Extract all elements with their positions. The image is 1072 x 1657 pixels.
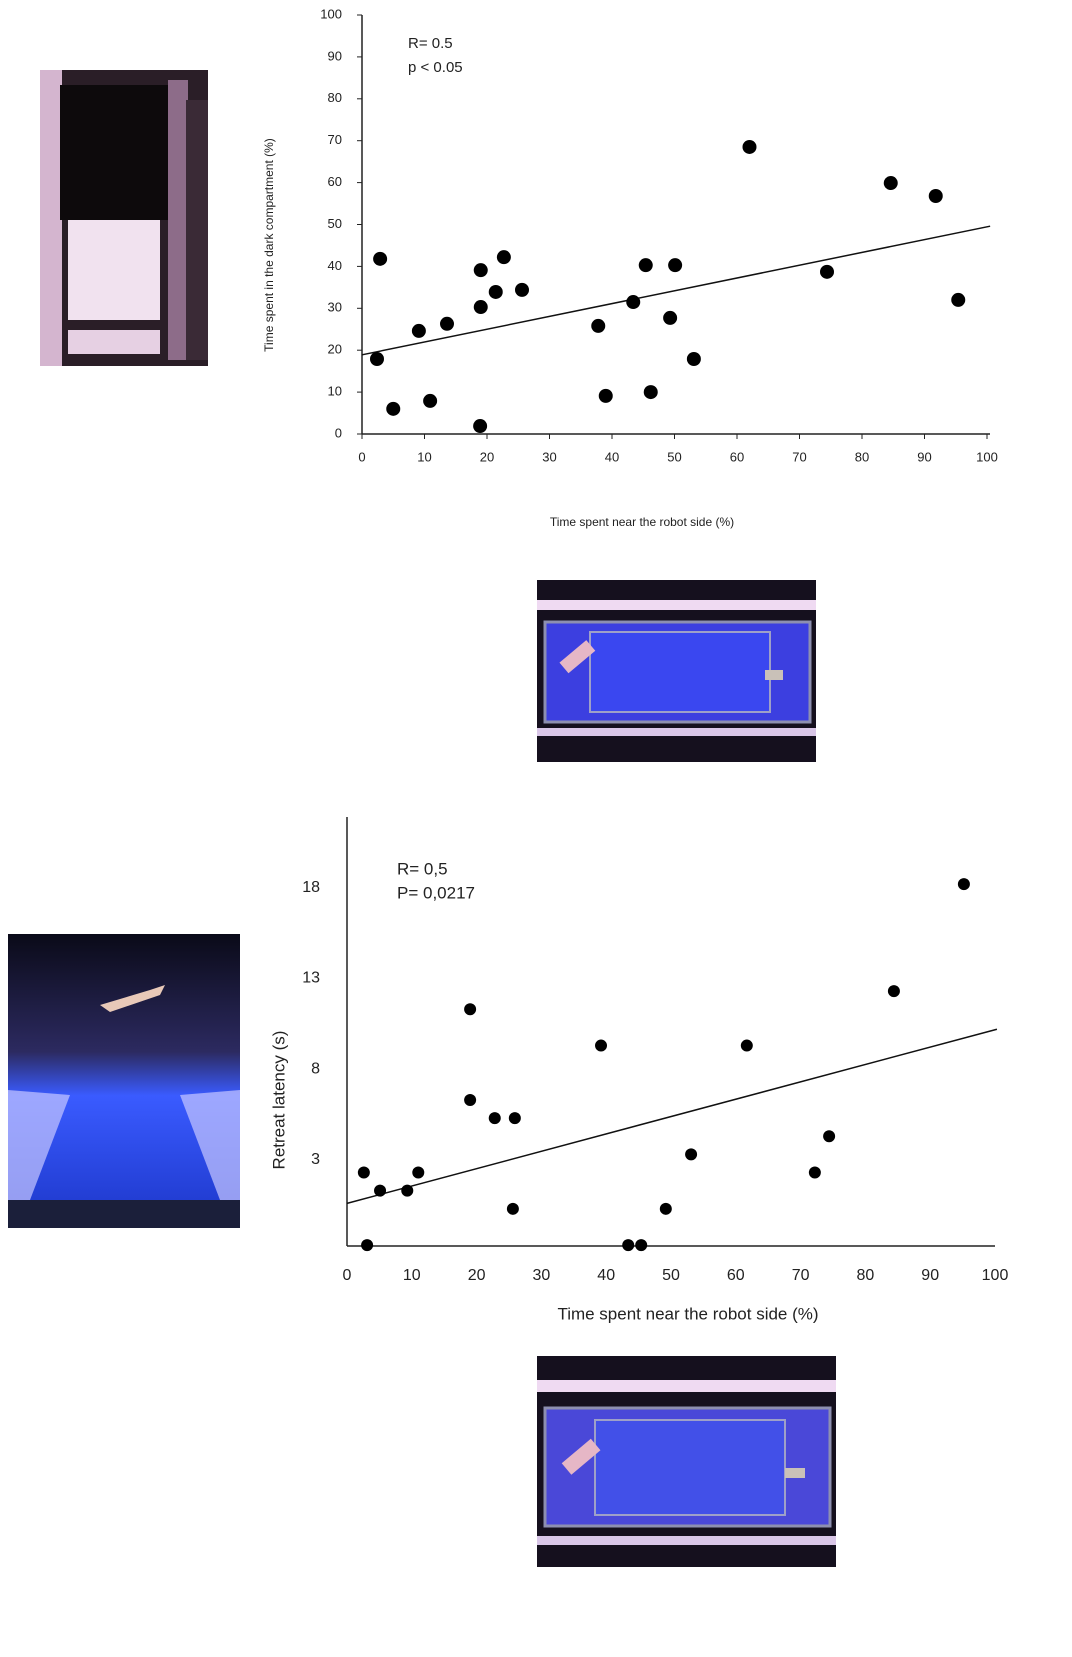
data-point [474, 300, 488, 314]
data-point [374, 1185, 386, 1197]
x-tick-label: 40 [605, 449, 619, 464]
data-point [440, 317, 454, 331]
data-point [509, 1112, 521, 1124]
data-point [358, 1167, 370, 1179]
x-tick-label: 50 [667, 449, 681, 464]
y-tick-label: 3 [311, 1151, 320, 1168]
data-point [823, 1130, 835, 1142]
data-point [668, 258, 682, 272]
data-point [595, 1040, 607, 1052]
y-tick-label: 10 [328, 384, 342, 399]
data-point [820, 265, 834, 279]
data-point [489, 285, 503, 299]
x-tick-label: 80 [857, 1267, 875, 1284]
x-tick-label: 10 [417, 449, 431, 464]
photo-top-view [537, 580, 816, 762]
y-tick-label: 60 [328, 174, 342, 189]
data-point [474, 263, 488, 277]
photo-light-dark-box [40, 70, 208, 366]
data-point [464, 1094, 476, 1106]
y-tick-label: 80 [328, 90, 342, 105]
photo-top-view [537, 1356, 836, 1567]
data-point [660, 1203, 672, 1215]
x-tick-label: 70 [792, 1267, 810, 1284]
x-tick-label: 20 [480, 449, 494, 464]
data-point [951, 293, 965, 307]
x-tick-label: 20 [468, 1267, 486, 1284]
data-point [685, 1148, 697, 1160]
data-point [473, 419, 487, 433]
data-point [809, 1167, 821, 1179]
x-tick-label: 60 [730, 449, 744, 464]
x-tick-label: 90 [917, 449, 931, 464]
data-point [373, 252, 387, 266]
y-tick-label: 18 [302, 879, 320, 896]
annotation: P= 0,0217 [397, 883, 475, 902]
y-axis-title: Time spent in the dark compartment (%) [262, 138, 276, 352]
data-point [386, 402, 400, 416]
x-tick-label: 0 [343, 1267, 352, 1284]
x-tick-label: 50 [662, 1267, 680, 1284]
y-tick-label: 0 [335, 425, 342, 440]
x-tick-label: 30 [542, 449, 556, 464]
x-tick-label: 0 [358, 449, 365, 464]
annotation: R= 0,5 [397, 859, 448, 878]
x-tick-label: 70 [792, 449, 806, 464]
y-tick-label: 13 [302, 970, 320, 987]
y-tick-label: 20 [328, 342, 342, 357]
data-point [412, 1167, 424, 1179]
data-point [929, 189, 943, 203]
x-tick-label: 80 [855, 449, 869, 464]
data-point [412, 324, 426, 338]
x-axis-title: Time spent near the robot side (%) [557, 1304, 818, 1323]
data-point [626, 295, 640, 309]
data-point [591, 319, 605, 333]
data-point [743, 140, 757, 154]
y-axis-title: Retreat latency (s) [269, 1031, 288, 1170]
figure: 0102030405060708090100010203040506070809… [0, 0, 1072, 1657]
y-tick-label: 30 [328, 300, 342, 315]
data-point [644, 385, 658, 399]
y-tick-label: 50 [328, 216, 342, 231]
data-point [370, 352, 384, 366]
x-tick-label: 100 [982, 1267, 1009, 1284]
data-point [663, 311, 677, 325]
data-point [401, 1185, 413, 1197]
data-point [888, 985, 900, 997]
data-point [599, 389, 613, 403]
data-point [622, 1239, 634, 1251]
y-tick-label: 8 [311, 1060, 320, 1077]
data-point [741, 1040, 753, 1052]
x-axis-title: Time spent near the robot side (%) [550, 515, 734, 529]
x-tick-label: 90 [921, 1267, 939, 1284]
x-tick-label: 40 [597, 1267, 615, 1284]
trend-line [362, 226, 990, 355]
data-point [635, 1239, 647, 1251]
x-tick-label: 100 [976, 449, 998, 464]
y-tick-label: 100 [320, 6, 342, 21]
y-tick-label: 90 [328, 48, 342, 63]
data-point [884, 176, 898, 190]
x-tick-label: 10 [403, 1267, 421, 1284]
data-point [361, 1239, 373, 1251]
annotation: R= 0.5 [408, 35, 453, 52]
annotation: p < 0.05 [408, 59, 463, 76]
data-point [464, 1003, 476, 1015]
y-tick-label: 70 [328, 132, 342, 147]
data-point [489, 1112, 501, 1124]
data-point [515, 283, 529, 297]
data-point [958, 878, 970, 890]
x-tick-label: 30 [533, 1267, 551, 1284]
data-point [687, 352, 701, 366]
y-tick-label: 40 [328, 258, 342, 273]
photo-robot-view [8, 934, 240, 1228]
data-point [639, 258, 653, 272]
data-point [507, 1203, 519, 1215]
data-point [497, 250, 511, 264]
page: 0102030405060708090100010203040506070809… [0, 0, 1072, 1657]
x-tick-label: 60 [727, 1267, 745, 1284]
data-point [423, 394, 437, 408]
trend-line [347, 1029, 997, 1203]
